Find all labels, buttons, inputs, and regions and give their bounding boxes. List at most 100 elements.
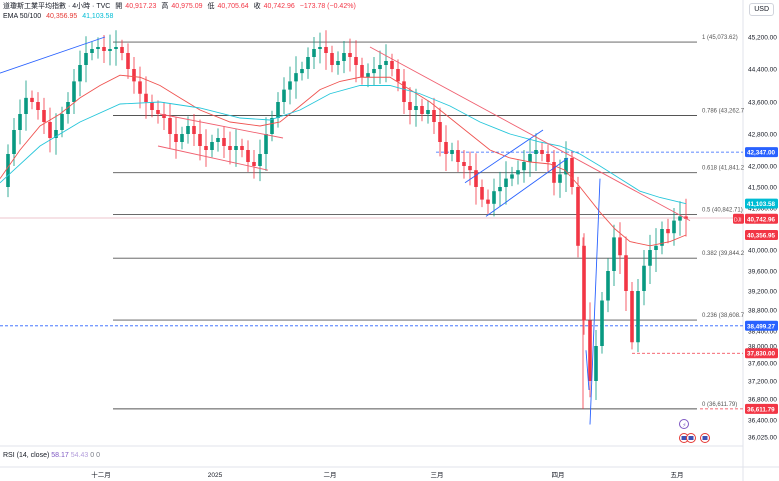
- candle-body: [216, 138, 220, 142]
- candle-body: [90, 49, 94, 53]
- rsi-ma-value: 54.43: [70, 452, 89, 459]
- candle-body: [258, 154, 262, 166]
- candle-body: [666, 229, 670, 234]
- candle-body: [450, 150, 454, 154]
- candle-body: [348, 53, 352, 57]
- candle-body: [558, 174, 562, 183]
- candle-body: [402, 81, 406, 102]
- fib-level-label: 0.236 (38,608.7: [702, 313, 745, 319]
- open-value: 40,917.23: [125, 3, 157, 10]
- candle-body: [474, 170, 478, 187]
- candle-body: [378, 65, 382, 69]
- fib-level-label: 1 (45,073.62): [702, 35, 738, 41]
- candle-body: [246, 150, 250, 162]
- ema100-line: [0, 85, 687, 205]
- y-tick-label: 38,400.00: [748, 329, 777, 336]
- rsi-value: 58.17: [51, 452, 69, 459]
- candle-body: [498, 187, 502, 192]
- price-tag-label: 38,499.27: [747, 323, 776, 330]
- fib-level-label: 0.786 (43,262.7: [702, 108, 745, 114]
- price-tag: [745, 198, 778, 209]
- candle-body: [198, 134, 202, 146]
- price-tag: [745, 147, 778, 158]
- candle-body: [210, 142, 214, 150]
- candle-body: [204, 146, 208, 150]
- candle-body: [186, 126, 190, 134]
- candle-body: [12, 130, 16, 154]
- y-tick-label: 39,200.00: [748, 289, 777, 296]
- candle-body: [564, 158, 568, 175]
- candle-body: [672, 220, 676, 234]
- candle-body: [60, 114, 64, 130]
- rsi-legend[interactable]: RSI (14, close) 58.17 54.43 0 0: [3, 452, 100, 459]
- candle-body: [264, 134, 268, 154]
- candles-layer: [6, 30, 688, 401]
- candle-body: [462, 162, 466, 166]
- price-tag-label: 42,347.00: [747, 150, 776, 157]
- candle-body: [54, 130, 58, 138]
- candle-body: [36, 102, 40, 110]
- candle-body: [270, 118, 274, 134]
- candle-body: [492, 191, 496, 204]
- candle-body: [366, 73, 370, 78]
- ema100-value: 41,103.58: [82, 13, 114, 20]
- candle-body: [360, 65, 364, 78]
- candle-body: [18, 114, 22, 130]
- candle-body: [174, 134, 178, 142]
- currency-button[interactable]: USD: [749, 3, 774, 16]
- candle-body: [432, 110, 436, 122]
- candle-body: [624, 255, 628, 291]
- y-tick-label: 37,600.00: [748, 361, 777, 368]
- candle-body: [282, 89, 286, 102]
- candle-body: [468, 166, 472, 171]
- fib-level-label: 0.382 (39,844.2: [702, 251, 745, 257]
- candle-body: [408, 102, 412, 110]
- symbol-tag: [733, 213, 744, 224]
- candle-body: [354, 57, 358, 65]
- candle-body: [30, 97, 34, 102]
- price-tag: [745, 320, 778, 331]
- candle-body: [600, 300, 604, 346]
- x-tick-label: 十二月: [91, 470, 111, 479]
- y-tick-label: 36,025.00: [748, 435, 777, 442]
- x-tick-label: 二月: [324, 471, 337, 479]
- candle-body: [84, 53, 88, 65]
- candle-body: [42, 110, 46, 122]
- candle-body: [372, 69, 376, 74]
- candle-body: [168, 118, 172, 134]
- trendline: [585, 350, 590, 391]
- trendline: [0, 36, 106, 74]
- low-label: 低: [207, 3, 215, 10]
- candle-body: [162, 114, 166, 118]
- candle-body: [660, 229, 664, 246]
- candle-body: [252, 162, 256, 166]
- trendline: [369, 46, 691, 221]
- y-tick-label: 41,000.00: [748, 206, 777, 213]
- candle-body: [612, 237, 616, 271]
- candle-body: [24, 97, 28, 114]
- candle-body: [618, 237, 622, 256]
- close-label: 收: [253, 3, 261, 10]
- candle-body: [504, 178, 508, 187]
- candle-body: [594, 346, 598, 381]
- candle-body: [144, 93, 148, 102]
- candle-body: [288, 81, 292, 90]
- candle-body: [138, 81, 142, 94]
- candle-body: [576, 187, 580, 246]
- candle-body: [114, 47, 118, 49]
- y-tick-label: 43,600.00: [748, 100, 777, 107]
- candle-body: [102, 47, 106, 51]
- x-tick-label: 四月: [552, 471, 565, 479]
- candle-body: [636, 291, 640, 343]
- symbol-title[interactable]: 道瓊斯工業平均指數 · 4小時 · TVC: [3, 3, 111, 10]
- candle-body: [552, 162, 556, 183]
- fib-level-label: 0 (36,611.79): [702, 402, 737, 408]
- ema-legend[interactable]: EMA 50/100 40,356.95 41,103.58: [3, 12, 116, 21]
- fib-level-label: 0.5 (40,842.71): [702, 208, 743, 214]
- candle-body: [180, 134, 184, 142]
- candle-body: [234, 146, 238, 150]
- candle-body: [96, 47, 100, 49]
- candle-body: [384, 61, 388, 65]
- candle-body: [318, 47, 322, 49]
